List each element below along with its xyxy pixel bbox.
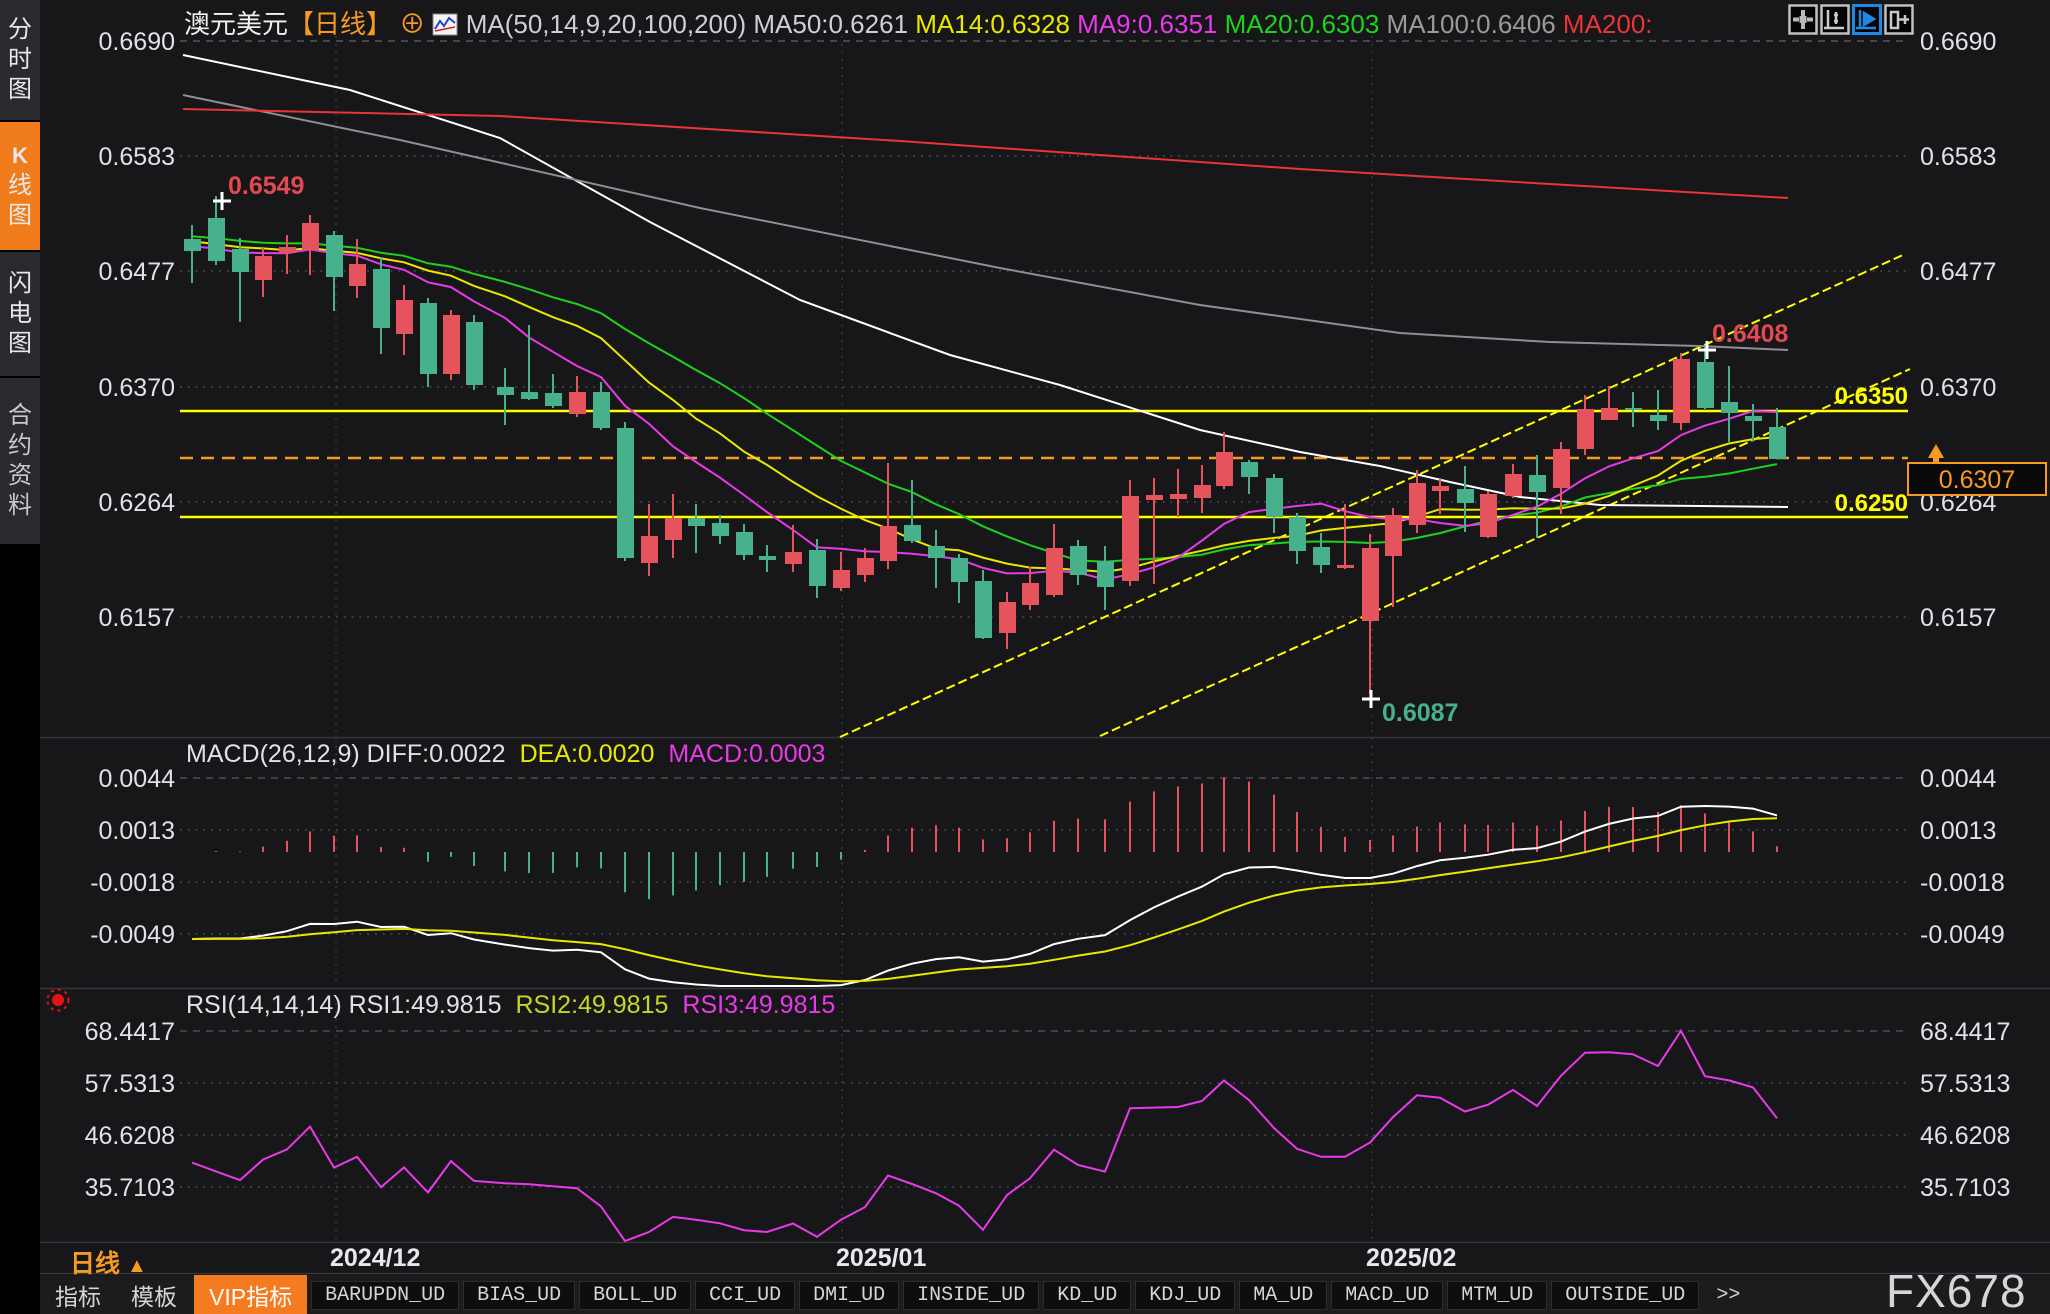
svg-text:-0.0018: -0.0018 <box>90 869 175 897</box>
svg-text:-0.0049: -0.0049 <box>1920 921 2005 949</box>
svg-text:0.6583: 0.6583 <box>1920 143 1996 171</box>
svg-text:57.5313: 57.5313 <box>85 1070 175 1098</box>
svg-text:-0.0049: -0.0049 <box>90 921 175 949</box>
svg-text:68.4417: 68.4417 <box>85 1018 175 1046</box>
svg-text:0.6264: 0.6264 <box>99 489 176 517</box>
svg-text:0.6370: 0.6370 <box>99 374 175 402</box>
svg-text:0.6157: 0.6157 <box>1920 604 1996 632</box>
svg-text:0.6157: 0.6157 <box>99 604 175 632</box>
svg-text:35.7103: 35.7103 <box>85 1174 175 1202</box>
svg-text:0.6583: 0.6583 <box>99 143 175 171</box>
svg-text:46.6208: 46.6208 <box>1920 1122 2010 1150</box>
svg-text:0.6307: 0.6307 <box>1939 466 2015 494</box>
svg-text:0.0044: 0.0044 <box>1920 765 1997 793</box>
svg-text:0.6370: 0.6370 <box>1920 374 1996 402</box>
svg-text:0.6087: 0.6087 <box>1382 699 1458 727</box>
svg-text:0.6408: 0.6408 <box>1712 320 1789 348</box>
svg-text:0.6477: 0.6477 <box>99 258 175 286</box>
svg-text:0.6690: 0.6690 <box>1920 28 1996 56</box>
svg-text:0.0044: 0.0044 <box>99 765 176 793</box>
svg-text:0.6350: 0.6350 <box>1835 383 1908 410</box>
svg-text:0.0013: 0.0013 <box>1920 817 1996 845</box>
svg-text:68.4417: 68.4417 <box>1920 1018 2010 1046</box>
svg-text:0.6477: 0.6477 <box>1920 258 1996 286</box>
svg-text:46.6208: 46.6208 <box>85 1122 175 1150</box>
svg-text:0.0013: 0.0013 <box>99 817 175 845</box>
svg-text:0.6250: 0.6250 <box>1835 490 1908 517</box>
svg-text:-0.0018: -0.0018 <box>1920 869 2005 897</box>
svg-text:57.5313: 57.5313 <box>1920 1070 2010 1098</box>
svg-text:35.7103: 35.7103 <box>1920 1174 2010 1202</box>
svg-text:0.6690: 0.6690 <box>99 28 175 56</box>
svg-text:0.6549: 0.6549 <box>228 172 304 200</box>
